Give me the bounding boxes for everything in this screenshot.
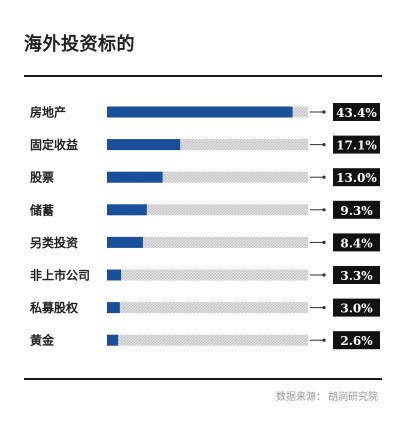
value-label-box [333, 168, 380, 187]
value-label-box [333, 298, 380, 317]
value-label: 43.4% [336, 106, 377, 120]
bar-track [107, 302, 308, 314]
category-label: 储蓄 [30, 202, 54, 217]
leader-dot [322, 143, 326, 147]
category-label: 黄金 [30, 333, 55, 348]
value-label: 17.1% [336, 139, 377, 153]
bar [107, 106, 293, 118]
value-label: 13.0% [336, 171, 377, 185]
value-label: 3.3% [340, 269, 373, 283]
value-label-box [333, 233, 380, 252]
value-label: 8.4% [340, 236, 373, 250]
bar [107, 204, 147, 216]
value-label: 9.3% [340, 204, 373, 218]
value-label-box [333, 135, 380, 154]
category-label: 非上市公司 [30, 268, 90, 283]
bar [107, 269, 122, 281]
value-label-box [333, 200, 380, 219]
value-label: 3.0% [340, 302, 373, 316]
chart-title: 海外投资标的 [24, 34, 135, 55]
category-label: 房地产 [30, 105, 66, 120]
leader-dot [322, 338, 326, 342]
value-label-box [333, 103, 380, 121]
data-source: 数据来源： 胡润研究院 [276, 388, 378, 403]
bar-track [107, 204, 308, 216]
category-label: 另类投资 [30, 235, 78, 250]
data-source-prefix: 数据来源： [276, 392, 326, 403]
top-divider [24, 75, 382, 77]
bar-track [107, 334, 308, 346]
leader-dot [322, 208, 326, 212]
value-label-box [333, 331, 380, 350]
bar [107, 236, 143, 248]
category-label: 股票 [30, 170, 54, 185]
bar [107, 171, 163, 183]
leader-dot [322, 273, 326, 277]
value-label: 2.6% [340, 334, 373, 348]
leader-dot [322, 110, 326, 114]
bar [107, 139, 181, 151]
bar [107, 334, 119, 346]
bar-track [107, 139, 308, 151]
leader-dot [322, 306, 326, 310]
leader-dot [322, 175, 326, 179]
value-label-box [333, 266, 380, 284]
data-source-name: 胡润研究院 [328, 392, 378, 403]
bar-track [107, 236, 308, 248]
bottom-divider [24, 378, 382, 380]
bar [107, 302, 120, 314]
category-label: 固定收益 [30, 137, 78, 152]
category-label: 私募股权 [29, 300, 79, 315]
bar-track [107, 171, 308, 183]
bar-track [107, 269, 308, 281]
leader-dot [322, 240, 326, 244]
